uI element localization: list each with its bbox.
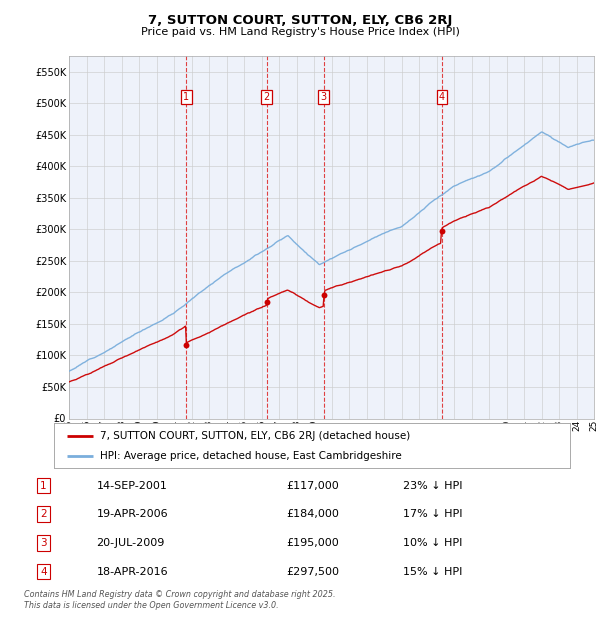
Text: 15% ↓ HPI: 15% ↓ HPI — [403, 567, 463, 577]
Text: 14-SEP-2001: 14-SEP-2001 — [97, 480, 167, 490]
Text: £195,000: £195,000 — [286, 538, 339, 548]
Text: 19-APR-2006: 19-APR-2006 — [97, 509, 168, 519]
Text: 23% ↓ HPI: 23% ↓ HPI — [403, 480, 463, 490]
Text: Contains HM Land Registry data © Crown copyright and database right 2025.
This d: Contains HM Land Registry data © Crown c… — [24, 590, 335, 609]
Text: 2: 2 — [263, 92, 270, 102]
Text: HPI: Average price, detached house, East Cambridgeshire: HPI: Average price, detached house, East… — [100, 451, 402, 461]
Text: 7, SUTTON COURT, SUTTON, ELY, CB6 2RJ: 7, SUTTON COURT, SUTTON, ELY, CB6 2RJ — [148, 14, 452, 27]
Text: Price paid vs. HM Land Registry's House Price Index (HPI): Price paid vs. HM Land Registry's House … — [140, 27, 460, 37]
Text: 10% ↓ HPI: 10% ↓ HPI — [403, 538, 463, 548]
Text: 17% ↓ HPI: 17% ↓ HPI — [403, 509, 463, 519]
Text: 4: 4 — [439, 92, 445, 102]
Point — [262, 298, 272, 308]
Text: 3: 3 — [320, 92, 326, 102]
Point — [437, 226, 446, 236]
Text: 7, SUTTON COURT, SUTTON, ELY, CB6 2RJ (detached house): 7, SUTTON COURT, SUTTON, ELY, CB6 2RJ (d… — [100, 430, 410, 441]
Text: 1: 1 — [40, 480, 47, 490]
Text: £297,500: £297,500 — [286, 567, 339, 577]
Text: 4: 4 — [40, 567, 47, 577]
Text: 3: 3 — [40, 538, 47, 548]
Text: 20-JUL-2009: 20-JUL-2009 — [97, 538, 165, 548]
Text: £184,000: £184,000 — [286, 509, 339, 519]
Point — [319, 291, 328, 301]
Text: 2: 2 — [40, 509, 47, 519]
Text: 18-APR-2016: 18-APR-2016 — [97, 567, 168, 577]
Text: 1: 1 — [184, 92, 190, 102]
Point — [182, 340, 191, 350]
Text: £117,000: £117,000 — [286, 480, 339, 490]
